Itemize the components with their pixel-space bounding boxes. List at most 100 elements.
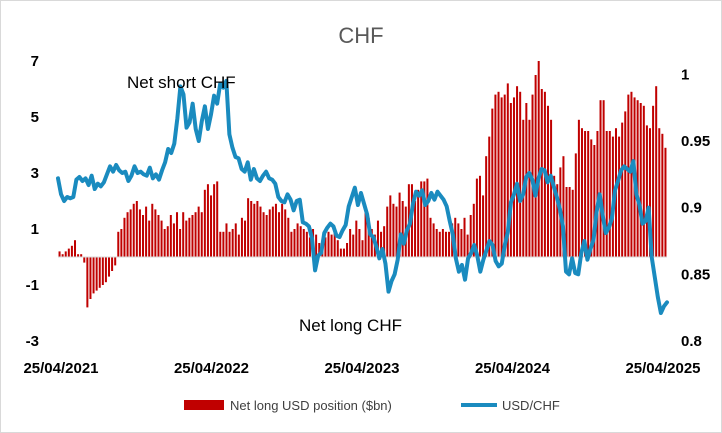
bar [571, 189, 574, 257]
bar [274, 203, 277, 257]
bar [117, 231, 120, 257]
bar [182, 212, 185, 257]
left-tick-label: 1 [31, 221, 39, 238]
bar [250, 201, 253, 257]
bar [469, 215, 472, 257]
bar [417, 189, 420, 257]
bar [580, 128, 583, 257]
bar [228, 231, 231, 257]
bar [367, 217, 370, 257]
bar [389, 195, 392, 257]
bar [565, 187, 568, 257]
bar [537, 61, 540, 257]
bar [454, 217, 457, 257]
bar [185, 220, 188, 257]
bar [426, 178, 429, 257]
bar [463, 217, 466, 257]
bar [231, 229, 234, 257]
bar [553, 175, 556, 257]
bar [488, 136, 491, 257]
bar [599, 100, 602, 257]
bar [460, 229, 463, 257]
bar [253, 203, 256, 257]
right-axis: 1 0.95 0.9 0.85 0.8 [681, 66, 710, 350]
bar [132, 203, 135, 257]
bar [618, 136, 621, 257]
bar [342, 248, 345, 257]
bar [636, 100, 639, 257]
bar [376, 220, 379, 257]
bar [457, 223, 460, 257]
bar [237, 234, 240, 257]
bar [420, 181, 423, 257]
bar [448, 231, 451, 257]
x-tick-label: 25/04/2025 [625, 360, 700, 377]
bar [247, 198, 250, 257]
bar [142, 215, 145, 257]
bar [284, 209, 287, 257]
bar [203, 189, 206, 257]
bar [330, 234, 333, 257]
bar [429, 217, 432, 257]
x-tick-label: 25/04/2024 [475, 360, 551, 377]
bar [278, 212, 281, 257]
bar [642, 105, 645, 257]
legend-bar-label: Net long USD position ($bn) [230, 398, 392, 413]
bar [494, 94, 497, 257]
bar [265, 215, 268, 257]
bar [472, 203, 475, 257]
bar [648, 128, 651, 257]
bar [225, 223, 228, 257]
bar [197, 206, 200, 257]
left-axis: 7 5 3 1 -1 -3 [26, 53, 39, 350]
bar [534, 75, 537, 257]
bar [349, 229, 352, 257]
bar [157, 215, 160, 257]
bar [234, 223, 237, 257]
bar [89, 257, 92, 299]
bar [333, 229, 336, 257]
legend: Net long USD position ($bn) USD/CHF [184, 398, 560, 413]
bar [166, 226, 169, 257]
bar [327, 231, 330, 257]
bar [414, 201, 417, 257]
left-tick-label: -3 [26, 333, 39, 350]
bar [176, 212, 179, 257]
legend-line-label: USD/CHF [502, 398, 560, 413]
bar [163, 229, 166, 257]
line-series [56, 79, 669, 315]
bar [129, 209, 132, 257]
bar [58, 251, 61, 257]
bar [444, 231, 447, 257]
bar [503, 94, 506, 257]
bar [658, 128, 661, 257]
annotation-net-short: Net short CHF [127, 73, 236, 92]
bar [302, 229, 305, 257]
bar [95, 257, 98, 291]
bar [441, 229, 444, 257]
bar [188, 217, 191, 257]
bar [92, 257, 95, 294]
bar [550, 119, 553, 257]
bar [605, 131, 608, 257]
bar [519, 91, 522, 257]
bar [281, 203, 284, 257]
bar [296, 223, 299, 257]
bar [346, 243, 349, 257]
bar [148, 220, 151, 257]
legend-bar-swatch [184, 400, 224, 410]
bar [506, 83, 509, 258]
bar [590, 139, 593, 257]
bar [191, 215, 194, 257]
bar [336, 240, 339, 257]
bar [213, 184, 216, 257]
bar [395, 206, 398, 257]
bar [290, 231, 293, 257]
left-tick-label: 7 [31, 53, 39, 70]
right-tick-label: 0.8 [681, 333, 702, 350]
bar [74, 240, 77, 257]
bar [293, 229, 296, 257]
bar [491, 108, 494, 257]
